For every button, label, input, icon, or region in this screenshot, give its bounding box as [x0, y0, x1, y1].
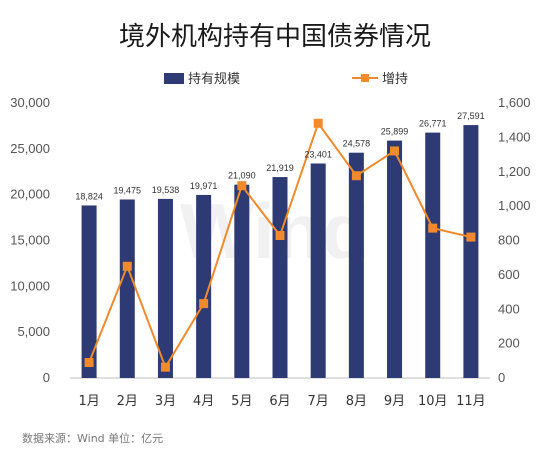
y-right-tick-label: 1,000 [498, 198, 531, 213]
bar-data-label: 21,919 [266, 163, 294, 173]
x-tick-label: 11月 [456, 394, 486, 409]
line-series [84, 118, 476, 372]
bar [196, 194, 212, 378]
y-right-tick-label: 800 [498, 233, 520, 248]
legend-bar-label: 持有规模 [188, 72, 240, 87]
bar [425, 132, 441, 378]
y-left-tick-label: 15,000 [10, 233, 50, 248]
x-tick-label: 2月 [117, 394, 138, 409]
y-right-tick-label: 600 [498, 267, 520, 282]
bar-data-label: 21,090 [228, 171, 256, 181]
y-right-tick-label: 1,200 [498, 164, 531, 179]
x-tick-label: 4月 [193, 394, 214, 409]
line-point [160, 362, 170, 372]
line-point [122, 261, 132, 271]
line-point [84, 358, 94, 368]
bar-data-label: 19,475 [114, 185, 142, 195]
bar-data-label: 18,824 [75, 191, 103, 201]
x-tick-label: 3月 [155, 394, 176, 409]
data-labels: 18,824 19,475 19,538 19,971 21,090 21,919 23,4… [75, 111, 484, 201]
legend-line-marker [361, 74, 369, 82]
chart-title: 境外机构持有中国债券情况 [119, 22, 431, 52]
bar [387, 140, 403, 378]
line-point [351, 171, 361, 181]
y-left-tick-label: 25,000 [10, 141, 50, 156]
line-point [199, 299, 209, 309]
bar-data-label: 23,401 [304, 149, 332, 159]
line-point [428, 223, 438, 233]
line-point [275, 231, 285, 241]
bar [119, 199, 135, 378]
y-left-tick-label: 0 [43, 370, 50, 385]
bar-data-label: 19,538 [152, 185, 180, 195]
line-point [390, 146, 400, 156]
bar [234, 184, 250, 378]
y-right-tick-label: 400 [498, 301, 520, 316]
line-point [466, 232, 476, 242]
legend: 持有规模 增持 [164, 72, 408, 87]
bar [463, 125, 479, 379]
line-point [237, 181, 247, 191]
bar-data-label: 26,771 [419, 119, 447, 129]
axes: 0 5,000 10,000 15,000 20,000 25,000 30,000 0 200… [10, 95, 530, 409]
y-right-tick-label: 1,400 [498, 129, 531, 144]
x-tick-label: 9月 [384, 394, 405, 409]
legend-bar-swatch [164, 73, 184, 84]
bar [348, 152, 364, 378]
line-point [313, 118, 323, 128]
x-tick-label: 10月 [418, 394, 448, 409]
bar [81, 205, 97, 378]
y-right-tick-label: 0 [498, 370, 505, 385]
y-left-tick-label: 5,000 [17, 324, 50, 339]
bar-series [81, 125, 479, 379]
x-tick-label: 7月 [308, 394, 329, 409]
bar [310, 163, 326, 378]
legend-line-label: 增持 [382, 72, 408, 87]
bar-data-label: 25,899 [381, 127, 409, 137]
bar-data-label: 24,578 [343, 139, 371, 149]
bar [272, 177, 288, 378]
x-tick-label: 5月 [231, 394, 252, 409]
source-note: 数据来源：Wind 单位：亿元 [22, 431, 163, 445]
y-left-tick-label: 30,000 [10, 95, 50, 110]
bar-data-label: 27,591 [457, 111, 485, 121]
x-tick-label: 6月 [269, 394, 290, 409]
x-tick-label: 8月 [346, 394, 367, 409]
x-tick-label: 1月 [78, 394, 99, 409]
y-right-tick-label: 1,600 [498, 95, 531, 110]
bar [157, 198, 173, 378]
y-right-tick-label: 200 [498, 336, 520, 351]
bar-data-label: 19,971 [190, 181, 218, 191]
y-left-tick-label: 10,000 [10, 278, 50, 293]
y-left-tick-label: 20,000 [10, 187, 50, 202]
